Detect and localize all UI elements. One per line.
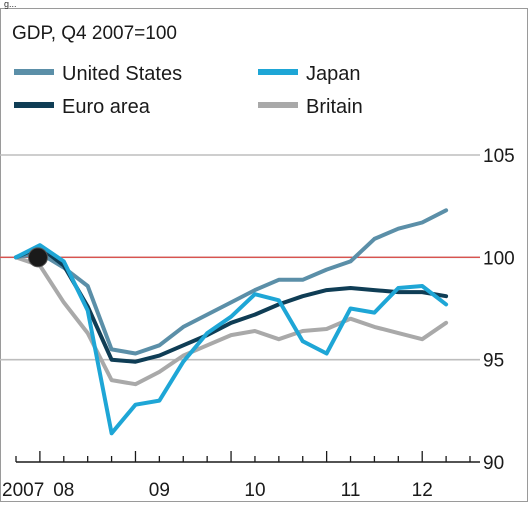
legend-label-euro-area: Euro area xyxy=(62,96,151,118)
legend-swatch-britain xyxy=(258,102,298,108)
legend-item-euro-area: Euro area xyxy=(14,96,151,118)
chart-title: GDP, Q4 2007=100 xyxy=(12,23,177,44)
series-line-united-states xyxy=(14,208,449,356)
y-tick-label: 100 xyxy=(483,248,515,269)
legend-label-japan: Japan xyxy=(306,63,361,85)
x-tick-labels: 2007 08 09 10 11 12 xyxy=(2,480,433,501)
start-marker xyxy=(28,247,48,268)
series-line-britain xyxy=(14,255,449,387)
header-fragment: g... xyxy=(4,0,17,9)
series-line-japan xyxy=(14,243,449,436)
legend-swatch-euro-area xyxy=(14,102,54,108)
legend-label-britain: Britain xyxy=(306,96,363,118)
legend: United States Euro area Japan Britain xyxy=(14,63,363,118)
y-tick-labels: 90 95 100 105 xyxy=(483,146,515,474)
start-marker-group xyxy=(28,247,48,268)
y-tick-label: 95 xyxy=(483,351,504,372)
y-tick-label: 105 xyxy=(483,146,515,167)
x-tick-label: 09 xyxy=(149,480,170,501)
y-tick-label: 90 xyxy=(483,453,504,474)
x-tick-label: 12 xyxy=(412,480,433,501)
x-tick-label: 10 xyxy=(244,480,265,501)
legend-swatch-united-states xyxy=(14,69,54,75)
series-lines xyxy=(14,208,449,436)
legend-swatch-japan xyxy=(258,69,298,75)
x-tick-label: 2007 xyxy=(2,480,44,501)
legend-label-united-states: United States xyxy=(62,63,182,85)
x-tick-label: 08 xyxy=(53,480,74,501)
x-axis xyxy=(15,451,471,463)
grid-lines xyxy=(0,154,480,463)
x-tick-label: 11 xyxy=(341,480,361,501)
legend-item-japan: Japan xyxy=(258,63,361,85)
legend-item-britain: Britain xyxy=(258,96,363,118)
legend-item-united-states: United States xyxy=(14,63,182,85)
